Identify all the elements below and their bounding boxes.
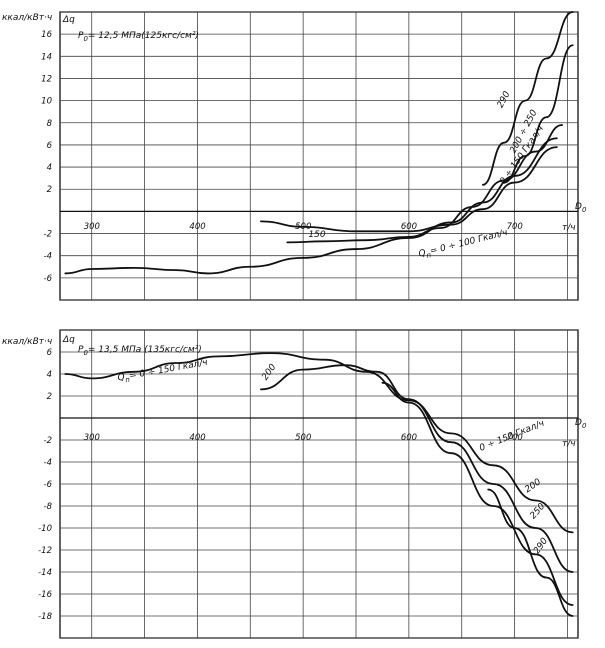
y-tick-label: -2 [44,230,52,240]
y-tick-label: -4 [44,252,52,262]
svg-text:P0= 13,5 МПа (135кгс/см²): P0= 13,5 МПа (135кгс/см²) [78,345,202,357]
bottom-condition-sub: 0 [83,349,88,357]
series-label: 200 [260,362,278,382]
y-tick-label: 10 [41,97,52,107]
bottom-condition-value: = 13,5 МПа (135кгс/см²) [88,345,202,355]
x-tick-label: 400 [189,222,205,232]
y-tick-label: 16 [41,30,52,40]
y-tick-label: 2 [47,185,52,195]
series-label: 200 [523,477,543,495]
y-tick-label: -14 [38,568,52,578]
svg-text:P0= 12,5 МПа(125кгс/см²): P0= 12,5 МПа(125кгс/см²) [78,31,199,43]
series-line-1 [259,364,574,573]
series-line-0 [64,137,558,275]
y-tick-label: -18 [38,612,52,622]
x-tick-label: 500 [295,433,311,443]
top-y-symbol: Δq [62,15,75,25]
bottom-ticks: 300 400 500 600 700 6 4 2 -2 -4 -6 -8 -10 -12 -14 -16 -1… [38,348,523,622]
top-condition-label: P0= 12,5 МПа(125кгс/см²) [78,31,199,43]
svg-text:D0: D0 [575,202,587,214]
series-label: Qп= 0 ÷ 100 Гкал/ч [418,228,509,262]
x-tick-label: 700 [507,222,523,232]
top-x-d: D [575,202,582,212]
y-tick-label: 12 [41,74,52,84]
x-tick-label: 600 [401,433,417,443]
x-tick-label: 300 [84,222,100,232]
bottom-y-symbol: Δq [62,335,75,345]
top-x-unit: т/ч [562,223,576,233]
y-tick-label: -4 [44,458,52,468]
top-x-sub: 0 [582,206,587,214]
series-line-2 [381,381,574,606]
y-tick-label: 2 [47,392,52,402]
series-label: 290 [496,90,513,110]
y-tick-label: 4 [47,163,52,173]
x-tick-label: 500 [295,222,311,232]
y-tick-label: -2 [44,436,52,446]
series-line-3 [503,44,574,184]
y-tick-label: 6 [47,141,53,151]
y-tick-label: 6 [47,348,53,358]
x-tick-label: 700 [507,433,523,443]
y-tick-label: -12 [38,546,52,556]
y-tick-label: -10 [38,524,52,534]
top-condition-p: P [78,31,84,41]
y-tick-label: 14 [41,52,52,62]
series-label: 150 [308,230,325,240]
bottom-condition-label: P0= 13,5 МПа (135кгс/см²) [78,345,202,357]
y-tick-label: -8 [44,502,53,512]
bottom-x-unit: т/ч [562,439,576,449]
y-tick-label: -16 [38,590,52,600]
series-line-4 [481,11,574,186]
top-ticks: 300 400 500 600 700 16 14 12 10 8 6 4 2 -2 -4 -6 [41,30,523,284]
y-tick-label: -6 [44,274,53,284]
top-y-unit: ккал/кВт·ч [2,13,52,23]
series-line-0 [64,352,574,534]
bottom-y-unit: ккал/кВт·ч [2,337,52,347]
y-tick-label: -6 [44,480,53,490]
top-condition-sub: 0 [83,35,88,43]
series-line-2 [286,124,564,244]
y-tick-label: 4 [47,370,52,380]
series-label: 290 [532,536,550,556]
bottom-x-sub: 0 [582,422,587,430]
x-tick-label: 600 [401,222,417,232]
svg-text:D0: D0 [575,418,587,430]
x-tick-label: 300 [84,433,100,443]
y-tick-label: 8 [47,119,53,129]
bottom-x-label: D0 т/ч [562,418,587,449]
top-condition-value: = 12,5 МПа(125кгс/см²) [88,31,199,41]
top-x-label: D0 т/ч [562,202,587,233]
bottom-x-d: D [575,418,582,428]
bottom-condition-p: P [78,345,84,355]
series-label: Qп= 0 ÷ 150 Гкал/ч [117,358,209,386]
x-tick-label: 400 [189,433,205,443]
series-line-3 [487,488,574,617]
series-line-1 [259,146,558,233]
